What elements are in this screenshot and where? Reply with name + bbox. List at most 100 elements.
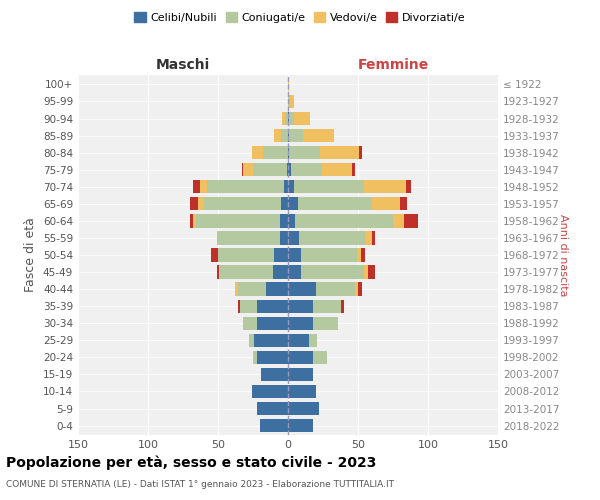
Bar [266,282,288,296]
Bar [313,300,341,313]
Bar [288,402,319,415]
Bar [288,385,316,398]
Bar [257,300,288,313]
Bar [288,146,289,160]
Bar [281,129,288,142]
Bar [283,112,285,125]
Bar [406,180,411,194]
Bar [196,214,280,228]
Bar [365,232,372,244]
Bar [313,350,327,364]
Bar [217,266,220,278]
Bar [253,163,287,176]
Bar [288,163,291,176]
Bar [243,316,257,330]
Bar [200,180,207,194]
Bar [322,163,352,176]
Bar [288,232,299,244]
Bar [251,146,263,160]
Bar [254,334,288,347]
Bar [263,146,288,160]
Y-axis label: Anni di nascita: Anni di nascita [558,214,568,296]
Bar [288,334,309,347]
Text: Femmine: Femmine [358,58,428,72]
Bar [262,368,288,381]
Bar [364,266,368,278]
Bar [190,197,199,210]
Legend: Celibi/Nubili, Coniugati/e, Vedovi/e, Divorziati/e: Celibi/Nubili, Coniugati/e, Vedovi/e, Di… [130,8,470,28]
Bar [359,146,362,160]
Bar [288,214,295,228]
Text: COMUNE DI STERNATIA (LE) - Dati ISTAT 1° gennaio 2023 - Elaborazione TUTTITALIA.: COMUNE DI STERNATIA (LE) - Dati ISTAT 1°… [6,480,394,489]
Bar [243,163,253,176]
Bar [288,112,289,125]
Bar [288,282,316,296]
Bar [284,180,288,194]
Bar [211,248,218,262]
Bar [238,300,241,313]
Bar [217,232,280,244]
Bar [316,282,355,296]
Bar [288,350,313,364]
Bar [242,163,243,176]
Bar [358,282,362,296]
Bar [257,350,288,364]
Bar [257,316,288,330]
Bar [257,402,288,415]
Bar [199,197,204,210]
Bar [293,180,364,194]
Bar [288,248,301,262]
Bar [313,316,338,330]
Bar [288,180,293,194]
Bar [287,163,288,176]
Bar [280,214,288,228]
Bar [260,419,288,432]
Bar [288,197,298,210]
Bar [193,214,196,228]
Bar [298,197,372,210]
Bar [280,232,288,244]
Bar [274,248,288,262]
Bar [288,95,289,108]
Bar [288,129,289,142]
Bar [281,197,288,210]
Bar [356,248,361,262]
Text: Maschi: Maschi [156,58,210,72]
Text: Popolazione per età, sesso e stato civile - 2023: Popolazione per età, sesso e stato civil… [6,455,376,469]
Bar [293,112,310,125]
Bar [372,197,400,210]
Bar [301,248,356,262]
Bar [193,180,200,194]
Bar [288,266,301,278]
Bar [404,214,418,228]
Bar [251,385,288,398]
Bar [393,214,404,228]
Bar [372,232,375,244]
Bar [235,282,238,296]
Bar [352,163,355,176]
Bar [289,112,293,125]
Bar [304,129,334,142]
Bar [288,78,289,91]
Bar [320,146,359,160]
Bar [218,248,274,262]
Bar [254,350,257,364]
Y-axis label: Fasce di età: Fasce di età [25,218,37,292]
Bar [288,419,313,432]
Bar [288,300,313,313]
Bar [207,180,284,194]
Bar [272,266,288,278]
Bar [288,316,313,330]
Bar [289,129,304,142]
Bar [190,214,193,228]
Bar [274,129,281,142]
Bar [289,95,293,108]
Bar [241,300,257,313]
Bar [301,266,364,278]
Bar [299,232,365,244]
Bar [289,146,320,160]
Bar [204,197,281,210]
Bar [309,334,317,347]
Bar [238,282,266,296]
Bar [288,368,313,381]
